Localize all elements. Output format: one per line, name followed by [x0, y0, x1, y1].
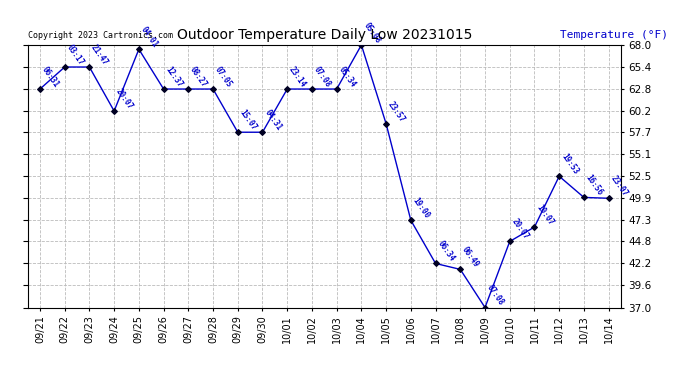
Point [603, 195, 614, 201]
Text: 23:14: 23:14 [287, 65, 308, 89]
Text: 07:08: 07:08 [485, 284, 506, 308]
Point [381, 121, 392, 127]
Point [405, 217, 416, 223]
Text: 06:31: 06:31 [40, 65, 61, 89]
Point [356, 42, 367, 48]
Text: 23:07: 23:07 [609, 174, 629, 198]
Title: Outdoor Temperature Daily Low 20231015: Outdoor Temperature Daily Low 20231015 [177, 28, 472, 42]
Text: 06:34: 06:34 [435, 239, 456, 264]
Point [208, 86, 219, 92]
Point [84, 64, 95, 70]
Text: 04:01: 04:01 [139, 25, 159, 49]
Point [480, 304, 491, 310]
Text: 05:34: 05:34 [337, 65, 357, 89]
Text: 08:27: 08:27 [188, 65, 209, 89]
Text: Temperature (°F): Temperature (°F) [560, 30, 669, 40]
Text: 19:00: 19:00 [411, 196, 431, 220]
Text: Copyright 2023 Cartronics.com: Copyright 2023 Cartronics.com [28, 31, 172, 40]
Text: 06:49: 06:49 [460, 245, 481, 269]
Point [282, 86, 293, 92]
Point [183, 86, 194, 92]
Text: 23:57: 23:57 [386, 100, 406, 124]
Point [504, 238, 515, 244]
Text: 15:07: 15:07 [238, 108, 258, 132]
Point [529, 224, 540, 230]
Point [108, 108, 119, 114]
Text: 21:47: 21:47 [90, 43, 110, 67]
Point [233, 129, 244, 135]
Text: 05:08: 05:08 [362, 21, 382, 45]
Text: 07:05: 07:05 [213, 65, 234, 89]
Text: 03:17: 03:17 [65, 43, 86, 67]
Point [455, 266, 466, 272]
Text: 19:53: 19:53 [559, 152, 580, 176]
Point [553, 173, 564, 179]
Text: 07:08: 07:08 [312, 65, 333, 89]
Point [133, 46, 144, 52]
Text: 20:07: 20:07 [114, 87, 135, 111]
Point [430, 261, 441, 267]
Point [578, 194, 589, 200]
Point [331, 86, 342, 92]
Text: 04:31: 04:31 [262, 108, 283, 132]
Point [306, 86, 317, 92]
Point [257, 129, 268, 135]
Text: 16:56: 16:56 [584, 173, 604, 197]
Point [59, 64, 70, 70]
Point [34, 86, 46, 92]
Point [158, 86, 169, 92]
Text: 20:07: 20:07 [510, 217, 531, 242]
Text: 12:37: 12:37 [164, 65, 184, 89]
Text: 10:07: 10:07 [535, 203, 555, 227]
